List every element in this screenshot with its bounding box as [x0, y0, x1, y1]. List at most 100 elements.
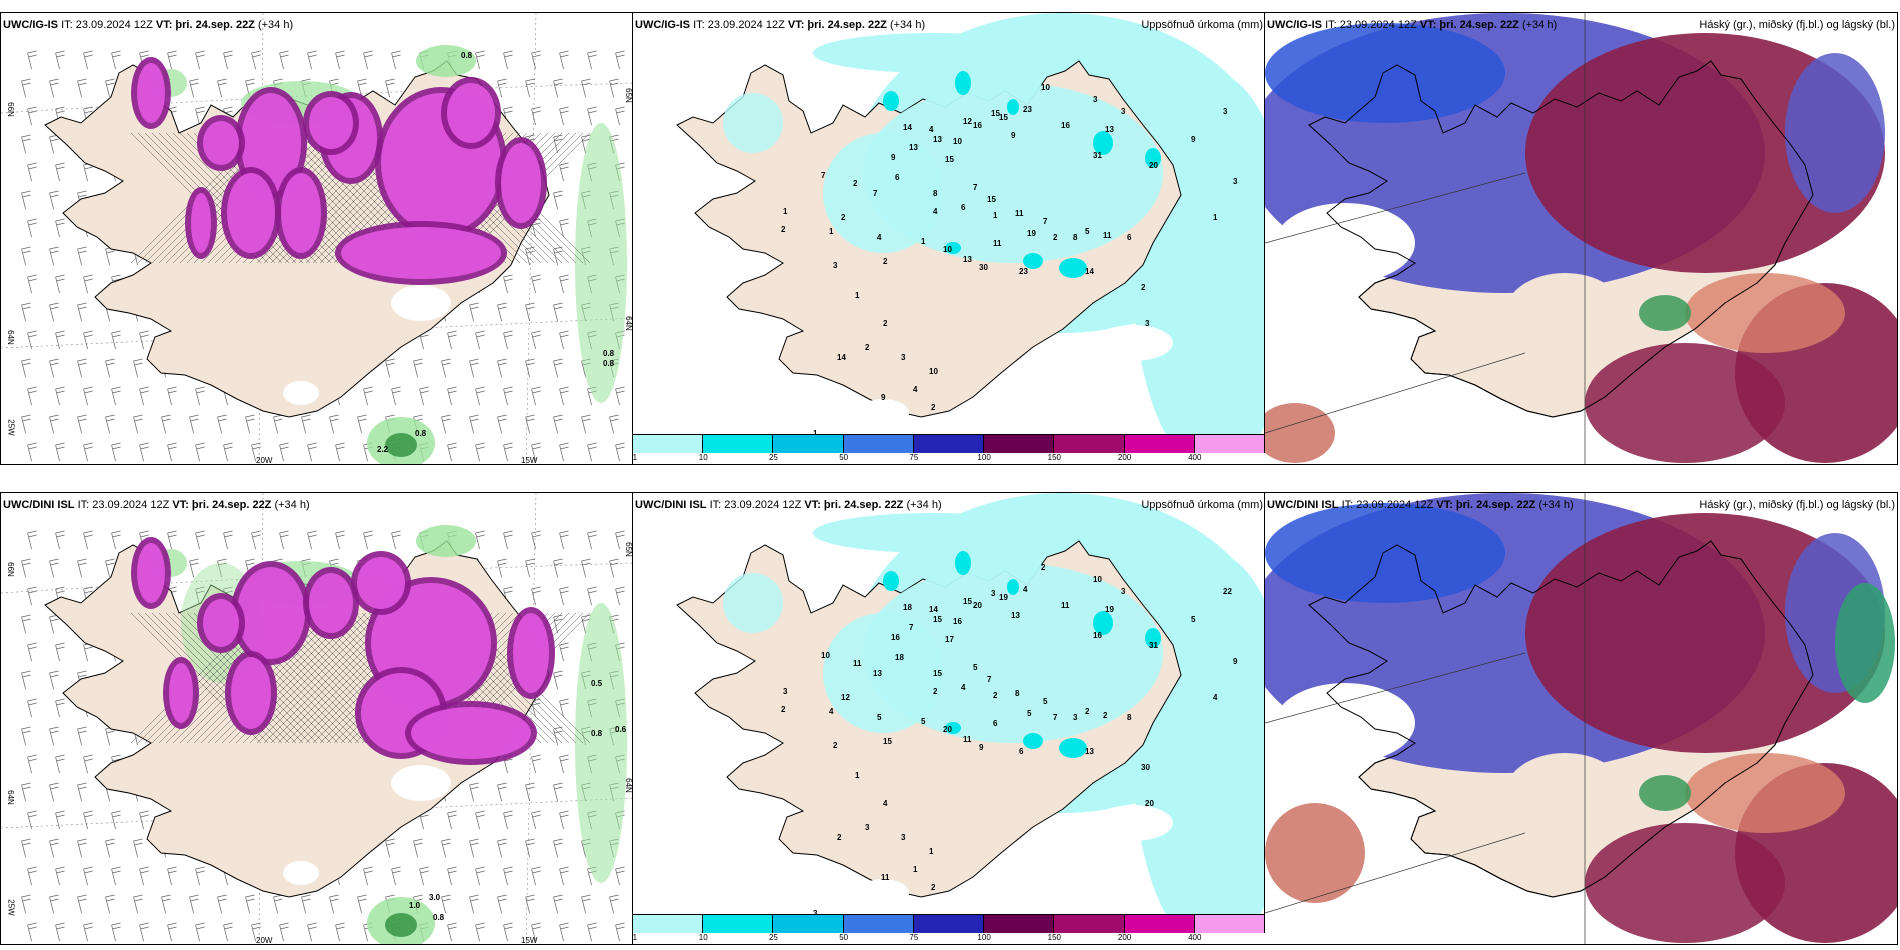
map-canvas[interactable] — [633, 13, 1265, 464]
coastline — [1308, 60, 1814, 418]
rain-area — [575, 603, 627, 883]
colorbar-swatch — [1054, 435, 1125, 453]
rain-area — [385, 913, 417, 937]
precip-core — [1145, 148, 1161, 168]
mixed-cloud — [1685, 273, 1845, 353]
graticule — [1265, 13, 1586, 464]
snow-area — [203, 599, 239, 647]
colorbar-swatch — [773, 915, 844, 933]
panel-title: UWC/IG-IS IT: 23.09.2024 12Z VT: þri. 24… — [1267, 19, 1558, 31]
snow-area — [281, 173, 321, 253]
panel-field-title: Uppsöfnuð úrkoma (mm) — [1141, 499, 1263, 511]
low-cloud — [1265, 503, 1505, 603]
colorbar-swatch — [913, 915, 985, 933]
snow-area — [357, 557, 405, 609]
panel-clouds-dini: UWC/DINI ISL IT: 23.09.2024 12Z VT: þri.… — [1264, 492, 1898, 945]
precip-core — [1007, 99, 1019, 115]
precip-area — [723, 573, 783, 633]
colorbar-tick-label: 1 — [632, 933, 638, 942]
high-cloud — [1585, 823, 1785, 943]
high-cloud — [1585, 343, 1785, 463]
colorbar-tick-label: 400 — [1188, 933, 1202, 942]
lat-label: 66N — [5, 102, 15, 117]
clear-land — [1505, 273, 1625, 353]
lat-label: 64N — [623, 316, 633, 331]
rain-area — [385, 433, 417, 457]
colorbar-labels: 1 10 25 50 75 100 150 200 400 — [633, 933, 1265, 944]
colorbar-swatch — [843, 915, 914, 933]
panel-field-title: Háský (gr.), miðský (fj.bl.) og lágský (… — [1699, 499, 1895, 511]
precip-area — [823, 133, 943, 253]
colorbar-tick-label: 10 — [698, 933, 708, 942]
snow-area — [137, 543, 165, 603]
colorbar-swatch — [843, 435, 914, 453]
no-data-area — [391, 765, 451, 801]
colorbar: 1 10 25 50 75 100 150 200 400 — [633, 434, 1265, 464]
precip-area — [823, 613, 943, 733]
clear-land — [1505, 753, 1625, 833]
panel-accum-precip-igis: UWC/IG-IS IT: 23.09.2024 12Z VT: þri. 24… — [632, 12, 1266, 465]
low-cloud-green — [1835, 583, 1895, 703]
colorbar-swatch — [703, 435, 774, 453]
snow-area — [513, 613, 549, 693]
precip-core — [1023, 253, 1043, 269]
map-canvas[interactable] — [1, 13, 633, 464]
lon-label: 15W — [521, 936, 538, 945]
precip-core — [1059, 738, 1087, 758]
lat-label: 64N — [5, 790, 15, 805]
snow-area — [231, 657, 271, 729]
precip-core — [955, 71, 971, 95]
colorbar-swatch — [703, 915, 774, 933]
snow-area — [137, 63, 165, 123]
colorbar-tick-label: 200 — [1117, 933, 1132, 942]
colorbar: 1 10 25 50 75 100 150 200 400 — [633, 914, 1265, 944]
lat-label: 64N — [623, 778, 633, 793]
low-cloud-green — [1639, 775, 1691, 811]
lon-label: 15W — [521, 456, 538, 465]
precip-area — [863, 563, 1163, 743]
precip-area — [723, 93, 783, 153]
dry-area — [1093, 325, 1173, 361]
panel-title: UWC/IG-IS IT: 23.09.2024 12Z VT: þri. 24… — [635, 19, 926, 31]
snow-area — [191, 193, 211, 253]
graticule — [1265, 493, 1586, 944]
map-canvas[interactable] — [1265, 13, 1897, 464]
dry-area — [857, 399, 909, 427]
map-canvas[interactable] — [1, 493, 633, 944]
map-canvas[interactable] — [633, 493, 1265, 944]
colorbar-swatch — [984, 915, 1055, 933]
colorbar-swatch — [913, 435, 985, 453]
lon-label: 20W — [256, 456, 273, 465]
snow-area — [341, 227, 501, 279]
glacier-gap — [283, 381, 319, 405]
dry-area — [1093, 805, 1173, 841]
colorbar-swatch — [633, 435, 704, 453]
snow-area — [227, 173, 275, 253]
lon-label: 25W — [6, 899, 16, 916]
precip-core — [1093, 611, 1113, 635]
lon-label: 25W — [6, 419, 16, 436]
panel-clouds-igis: UWC/IG-IS IT: 23.09.2024 12Z VT: þri. 24… — [1264, 12, 1898, 465]
precip-core — [883, 91, 899, 111]
colorbar-tick-label: 100 — [977, 453, 991, 462]
precip-area — [813, 33, 1053, 73]
snow-area — [501, 143, 541, 223]
precip-core — [945, 242, 961, 254]
clear-area — [1275, 683, 1415, 763]
colorbar-swatch — [984, 435, 1055, 453]
colorbar-swatch — [773, 435, 844, 453]
snow-area — [411, 707, 531, 759]
rain-area — [416, 525, 476, 557]
no-data-area — [391, 285, 451, 321]
colorbar-tick-label: 200 — [1117, 453, 1132, 462]
map-canvas[interactable] — [1265, 493, 1897, 944]
colorbar-tick-label: 50 — [839, 933, 849, 942]
snow-area — [447, 83, 495, 143]
precip-core — [1093, 131, 1113, 155]
colorbar-tick-label: 150 — [1047, 933, 1062, 942]
colorbar-tick-label: 75 — [909, 933, 919, 942]
lat-label: 65N — [623, 88, 633, 103]
coastline — [1308, 540, 1814, 898]
colorbar-tick-label: 25 — [768, 453, 778, 462]
lat-label: 66N — [5, 562, 15, 577]
